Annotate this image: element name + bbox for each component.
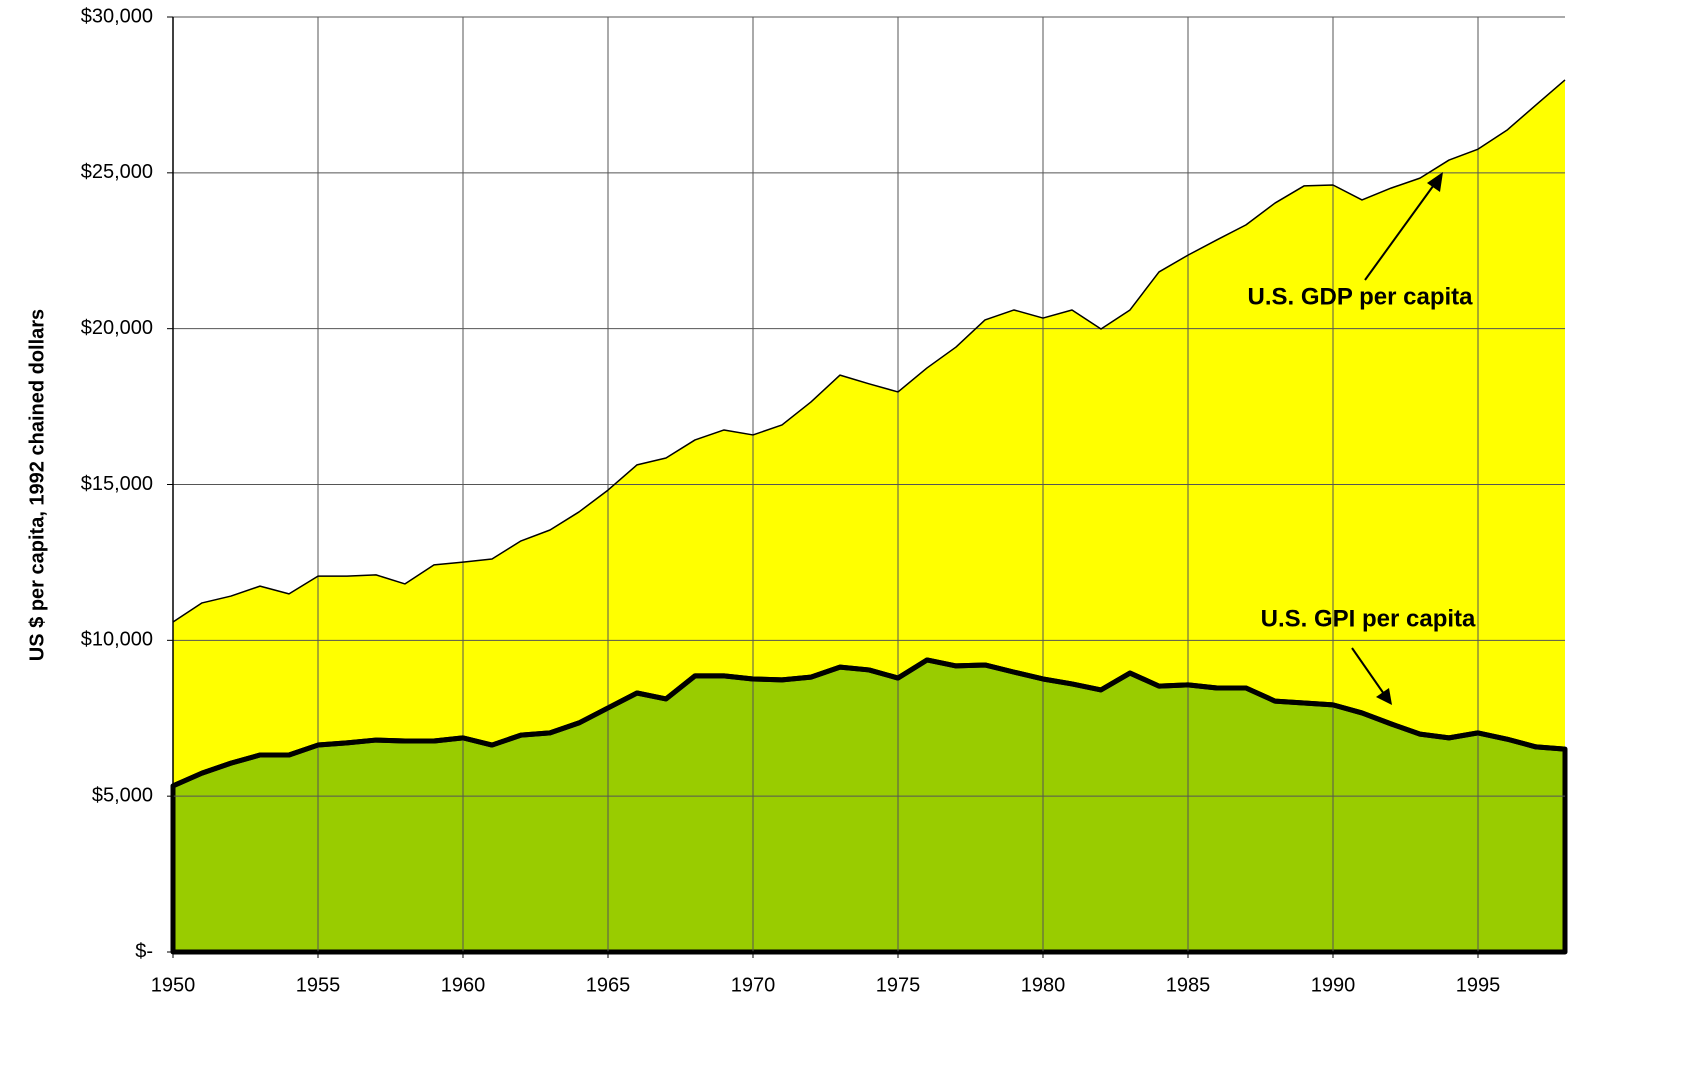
y-axis-label: US $ per capita, 1992 chained dollars bbox=[26, 309, 48, 661]
y-tick-label: $5,000 bbox=[92, 784, 153, 806]
x-tick-label: 1985 bbox=[1166, 974, 1211, 996]
series-line bbox=[172, 79, 1566, 623]
y-tick-label: $10,000 bbox=[81, 629, 153, 651]
y-tick-label: $25,000 bbox=[81, 161, 153, 183]
x-tick-label: 1975 bbox=[876, 974, 921, 996]
series-line bbox=[171, 657, 1566, 789]
areas bbox=[170, 79, 1568, 955]
x-tick-label: 1960 bbox=[441, 974, 486, 996]
x-tick-label: 1955 bbox=[296, 974, 341, 996]
annotation: U.S. GPI per capita bbox=[1261, 605, 1476, 632]
y-tick-label: $30,000 bbox=[81, 5, 153, 27]
x-tick-label: 1965 bbox=[586, 974, 631, 996]
y-tick-label: $- bbox=[135, 940, 153, 962]
arrow bbox=[1364, 181, 1437, 281]
arrow bbox=[1351, 647, 1385, 695]
x-tick-label: 1980 bbox=[1021, 974, 1066, 996]
x-tick-label: 1995 bbox=[1456, 974, 1501, 996]
annotation: U.S. GDP per capita bbox=[1248, 283, 1474, 310]
y-tick-label: $20,000 bbox=[81, 317, 153, 339]
lines bbox=[171, 79, 1566, 789]
grid bbox=[167, 16, 1565, 958]
arrow-head bbox=[1376, 688, 1392, 705]
x-tick-label: 1950 bbox=[151, 974, 196, 996]
x-tick-label: 1990 bbox=[1311, 974, 1356, 996]
arrow-head bbox=[1427, 172, 1443, 192]
y-tick-label: $15,000 bbox=[81, 473, 153, 495]
x-tick-label: 1970 bbox=[731, 974, 776, 996]
